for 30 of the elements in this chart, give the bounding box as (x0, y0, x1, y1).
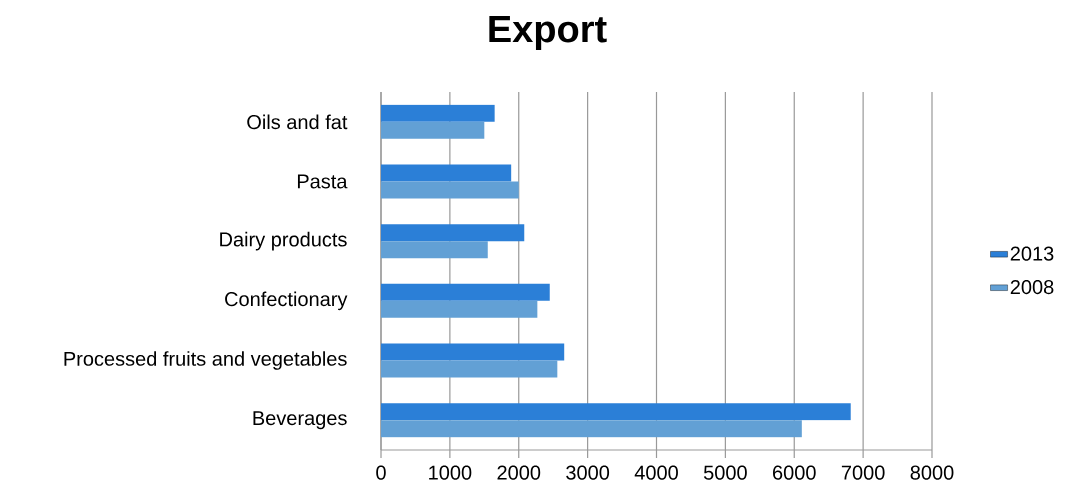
x-tick-label: 6000 (773, 465, 816, 480)
x-tick-label: 8000 (910, 465, 954, 480)
y-tick-label: Confectionary (225, 291, 348, 311)
bar (381, 300, 538, 318)
y-tick-label: Pasta (297, 174, 348, 189)
y-tick-label: Beverages (253, 411, 347, 430)
bar (381, 164, 512, 182)
legend-label: 2013 (1010, 246, 1054, 261)
x-tick-label: 5000 (703, 465, 747, 480)
legend-label: 2008 (1010, 280, 1054, 295)
bar (381, 360, 558, 378)
x-tick-label: 2000 (497, 465, 541, 480)
x-tick-label: 1000 (429, 465, 472, 480)
bar (381, 403, 851, 421)
bar (381, 420, 802, 438)
x-tick-label: 3000 (566, 465, 610, 480)
bar (381, 343, 565, 361)
x-tick-label: 4000 (634, 465, 678, 480)
y-tick-label: Dairy products (220, 231, 347, 251)
y-tick-label: Processed fruits and vegetables (64, 351, 347, 370)
bar (381, 241, 488, 259)
bar (381, 104, 495, 122)
bar (381, 283, 550, 301)
bar (381, 121, 485, 139)
x-tick-label: 7000 (841, 465, 885, 480)
x-tick-label: 0 (376, 465, 386, 480)
bar (381, 224, 525, 242)
bar (381, 181, 519, 199)
y-tick-label: Oils and fat (247, 114, 348, 130)
chart-title: Export (489, 15, 607, 51)
